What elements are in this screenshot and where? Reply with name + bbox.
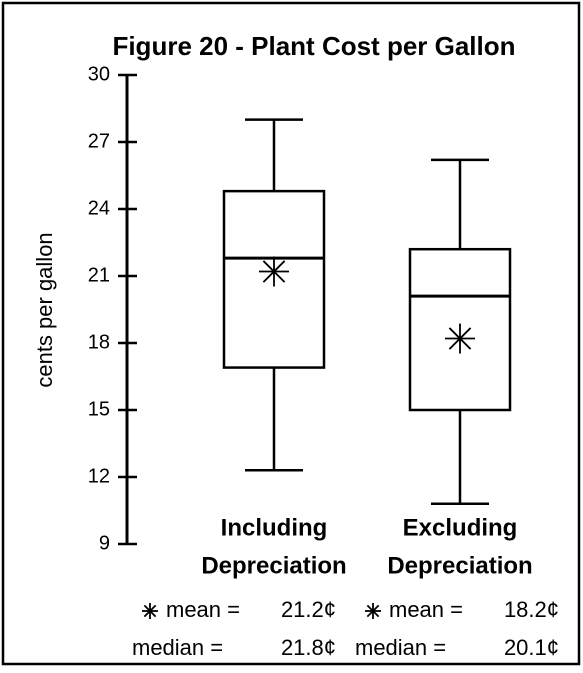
median-value-label: 21.8¢ bbox=[281, 635, 336, 660]
box bbox=[222, 189, 326, 369]
x-tick-label: Including bbox=[221, 514, 328, 541]
y-tick-label: 9 bbox=[99, 532, 110, 554]
mean-marker bbox=[259, 256, 289, 287]
mean-value-label: 21.2¢ bbox=[281, 597, 336, 622]
x-tick-label: Excluding bbox=[403, 514, 518, 541]
legend-median-label: median = bbox=[355, 635, 446, 660]
box bbox=[408, 247, 512, 412]
y-tick-label: 12 bbox=[88, 465, 110, 487]
x-tick-label: Depreciation bbox=[387, 552, 532, 579]
legend-mean-symbol-stroke bbox=[366, 604, 380, 618]
x-tick-label: Depreciation bbox=[201, 552, 346, 579]
y-tick-label: 21 bbox=[88, 264, 110, 286]
mean-marker bbox=[445, 323, 475, 354]
chart-title: Figure 20 - Plant Cost per Gallon bbox=[112, 31, 515, 61]
legend-mean-symbol-stroke bbox=[143, 604, 157, 618]
median-value-label: 20.1¢ bbox=[504, 635, 559, 660]
legend-mean-symbol bbox=[142, 603, 158, 619]
mean-value-label: 18.2¢ bbox=[504, 597, 559, 622]
y-axis-label: cents per gallon bbox=[32, 232, 57, 387]
legend-mean-label: mean = bbox=[389, 597, 463, 622]
legend-mean-symbol bbox=[365, 603, 381, 619]
y-tick-label: 18 bbox=[88, 331, 110, 353]
y-tick-label: 15 bbox=[88, 398, 110, 420]
y-tick-label: 24 bbox=[88, 197, 110, 219]
mean-marker-stroke bbox=[262, 260, 286, 283]
legend-mean-label: mean = bbox=[166, 597, 240, 622]
mean-marker-stroke bbox=[448, 327, 472, 350]
y-tick-label: 30 bbox=[88, 63, 110, 85]
legend-median-label: median = bbox=[132, 635, 223, 660]
y-tick-label: 27 bbox=[88, 130, 110, 152]
